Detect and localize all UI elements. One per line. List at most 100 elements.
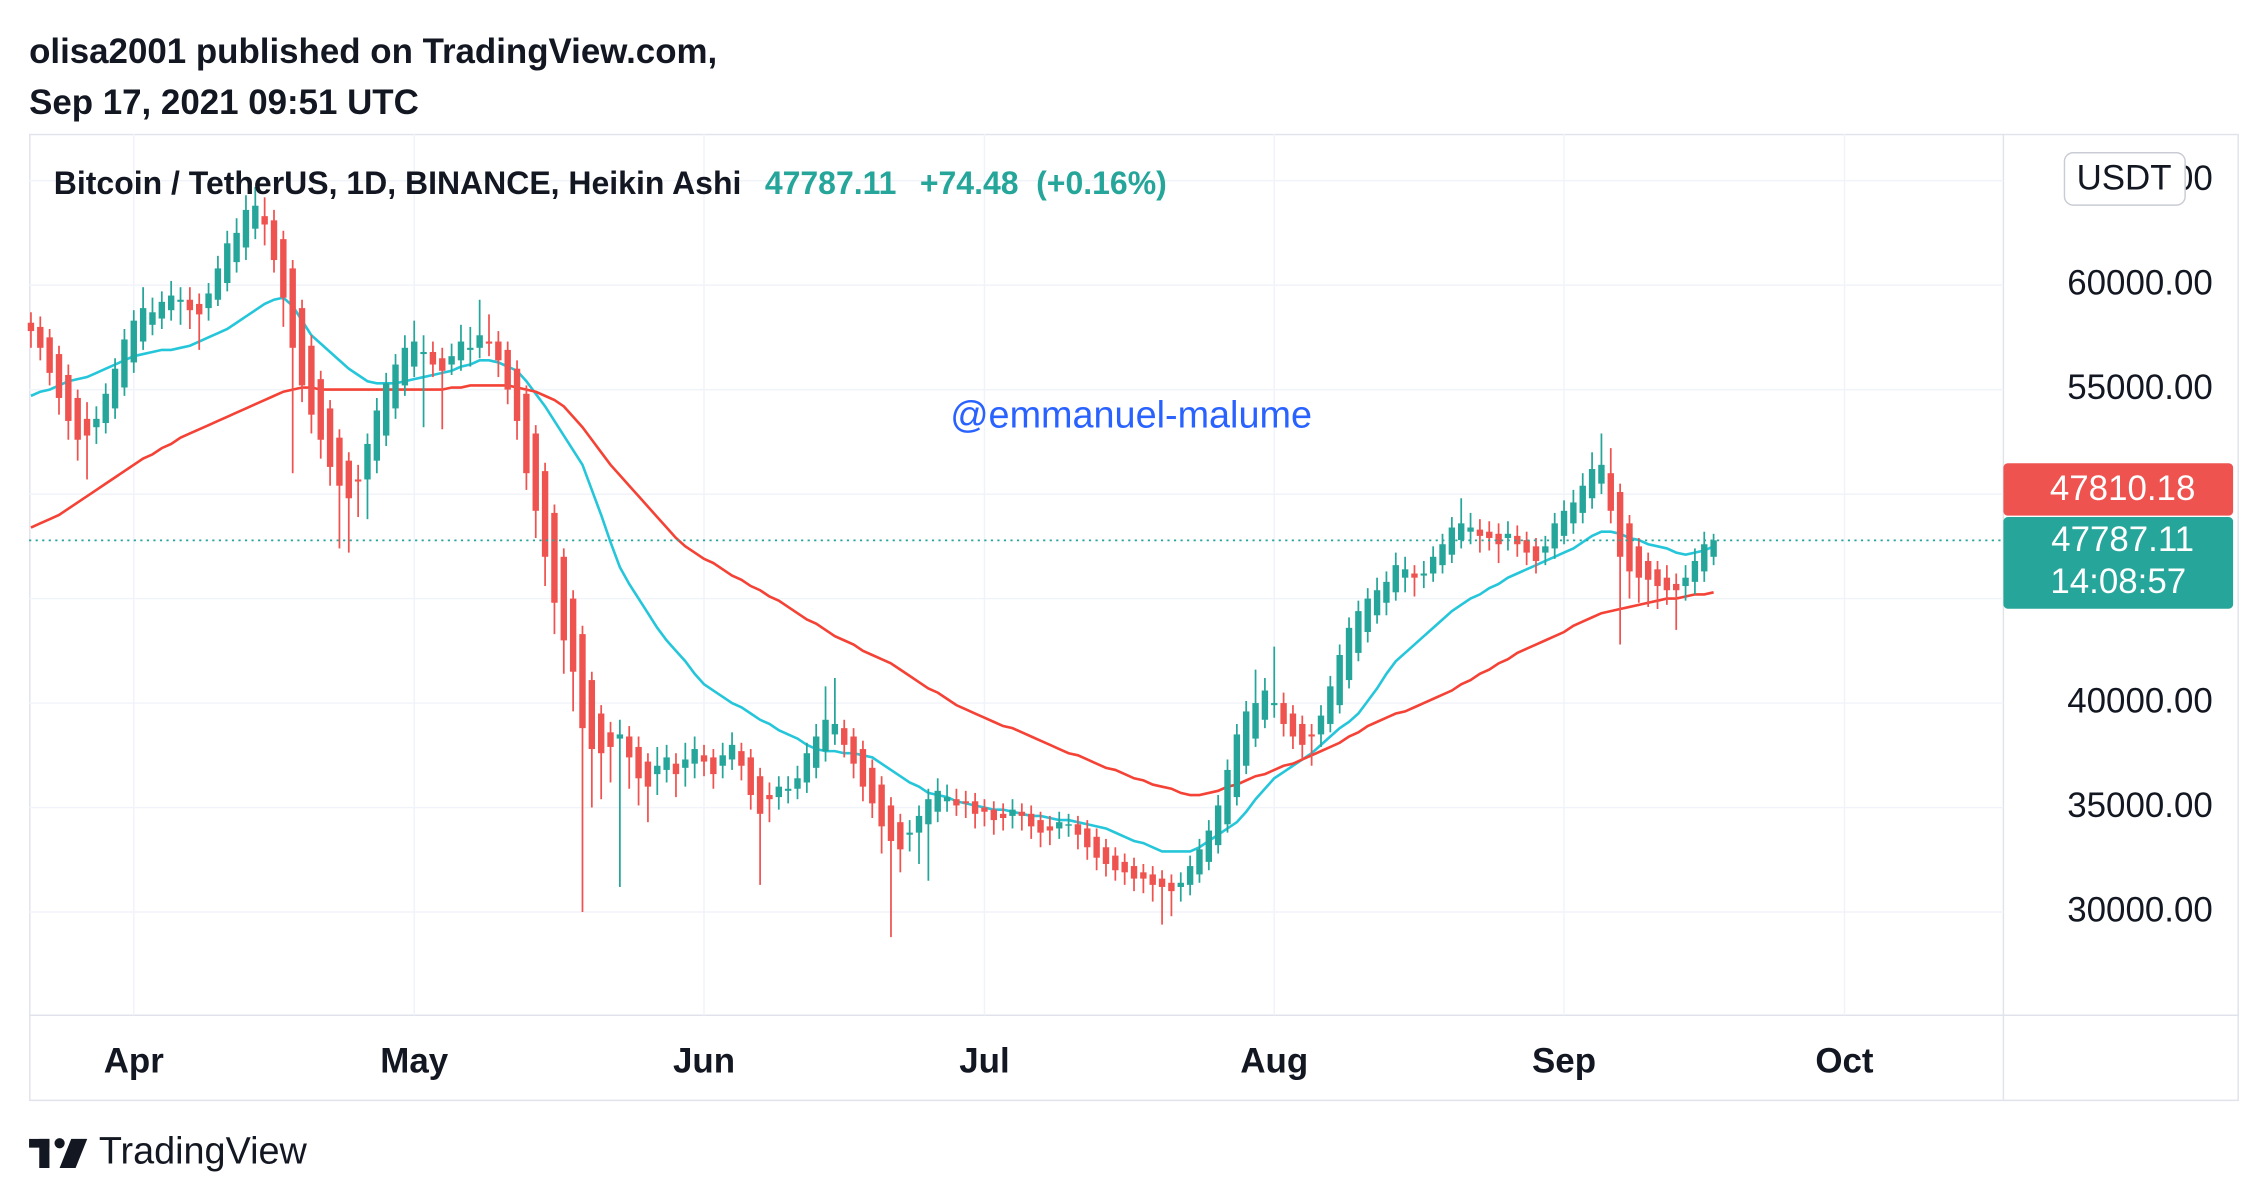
candle-body — [588, 680, 596, 750]
candle-body — [925, 799, 932, 825]
candle-body — [597, 713, 605, 754]
logo-part — [39, 1138, 50, 1168]
candle-body — [186, 299, 194, 311]
candle-body — [55, 354, 63, 398]
candle-body — [1317, 715, 1325, 735]
candle-body — [1448, 527, 1456, 555]
candle-body — [831, 723, 839, 735]
candle-body — [981, 807, 988, 812]
candle-body — [121, 339, 128, 388]
candle-body — [1037, 820, 1044, 833]
candle-body — [738, 751, 745, 766]
candle-body — [196, 303, 203, 315]
candle-body — [897, 822, 904, 850]
candle-body — [102, 393, 109, 424]
x-tick-label: Jul — [959, 1041, 1009, 1080]
candle-body — [803, 753, 811, 783]
close-badge-label: 47787.11 — [2051, 520, 2194, 559]
candle-body — [93, 418, 100, 428]
candle-body — [111, 368, 119, 409]
candle-body — [1009, 809, 1016, 816]
candle-body — [158, 301, 166, 319]
candle-body — [1420, 573, 1428, 576]
candle-body — [1093, 836, 1100, 858]
candle-body — [1504, 533, 1512, 538]
candle-body — [1345, 627, 1353, 681]
candle-body — [1018, 811, 1026, 816]
candle-body — [1252, 703, 1259, 739]
candle-body — [1401, 569, 1409, 578]
candle-body — [1532, 546, 1540, 561]
x-tick-label: Aug — [1240, 1041, 1308, 1080]
candle-body — [1429, 556, 1437, 574]
candle-body — [485, 341, 493, 344]
candle-body — [354, 479, 362, 482]
change-pct: (+0.16%) — [1036, 166, 1167, 202]
candle-body — [1458, 523, 1465, 541]
candle-body — [1196, 849, 1203, 875]
candle-body — [467, 347, 474, 350]
candle-body — [149, 312, 156, 325]
candle-body — [1140, 872, 1147, 879]
candle-body — [943, 797, 951, 802]
candle-body — [523, 393, 530, 474]
close-badge — [2003, 517, 2234, 609]
candle-body — [382, 383, 390, 436]
y-tick-label: 60000.00 — [2067, 263, 2212, 302]
candle-body — [569, 598, 577, 672]
candle-body — [270, 220, 278, 261]
candle-body — [663, 757, 670, 770]
candle-body — [1261, 690, 1269, 720]
candle-body — [401, 347, 409, 386]
candle-body — [37, 326, 44, 348]
candle-body — [1598, 464, 1605, 484]
candle-body — [1607, 473, 1614, 511]
candle-body — [1551, 523, 1558, 549]
candle-body — [990, 809, 998, 821]
candle-body — [682, 759, 689, 768]
candle-body — [1336, 655, 1343, 706]
date-line: Sep 17, 2021 09:51 UTC — [29, 83, 419, 122]
candle-body — [1065, 824, 1072, 826]
candle-body — [1523, 540, 1530, 553]
candle-body — [373, 410, 381, 461]
candle-body — [1327, 686, 1334, 724]
candle-body — [906, 832, 913, 835]
last-close: 47787.11 — [765, 166, 897, 202]
candle-body — [579, 634, 586, 729]
candle-body — [233, 232, 240, 263]
candle-body — [429, 351, 437, 365]
candle-body — [439, 358, 446, 371]
candle-body — [74, 397, 81, 440]
candle-body — [700, 755, 708, 762]
candle-body — [1271, 703, 1278, 706]
candle-body — [635, 746, 642, 779]
candle-body — [1158, 878, 1166, 887]
candle-body — [607, 732, 614, 747]
countdown: 14:08:57 — [2050, 562, 2186, 601]
candle-body — [756, 776, 764, 814]
candle-body — [1149, 874, 1156, 885]
candle-body — [1046, 826, 1054, 831]
candle-body — [326, 408, 334, 467]
candle-body — [1644, 560, 1652, 580]
candle-body — [308, 345, 315, 415]
x-tick-label: May — [380, 1041, 448, 1080]
y-tick-label: 35000.00 — [2067, 786, 2212, 825]
currency: USDT — [2077, 159, 2172, 198]
last-price-badge — [2003, 463, 2234, 516]
candle-body — [205, 293, 212, 309]
candle-body — [551, 512, 558, 603]
candle-body — [1682, 577, 1689, 587]
candle-body — [841, 728, 848, 745]
candle-body — [794, 778, 801, 789]
candle-body — [83, 418, 91, 436]
logo-part — [54, 1138, 65, 1149]
last-price-label: 47810.18 — [2050, 469, 2195, 508]
candle-body — [345, 460, 352, 499]
candle-body — [1186, 866, 1194, 885]
candle-body — [962, 801, 969, 804]
candle-body — [1701, 544, 1708, 572]
